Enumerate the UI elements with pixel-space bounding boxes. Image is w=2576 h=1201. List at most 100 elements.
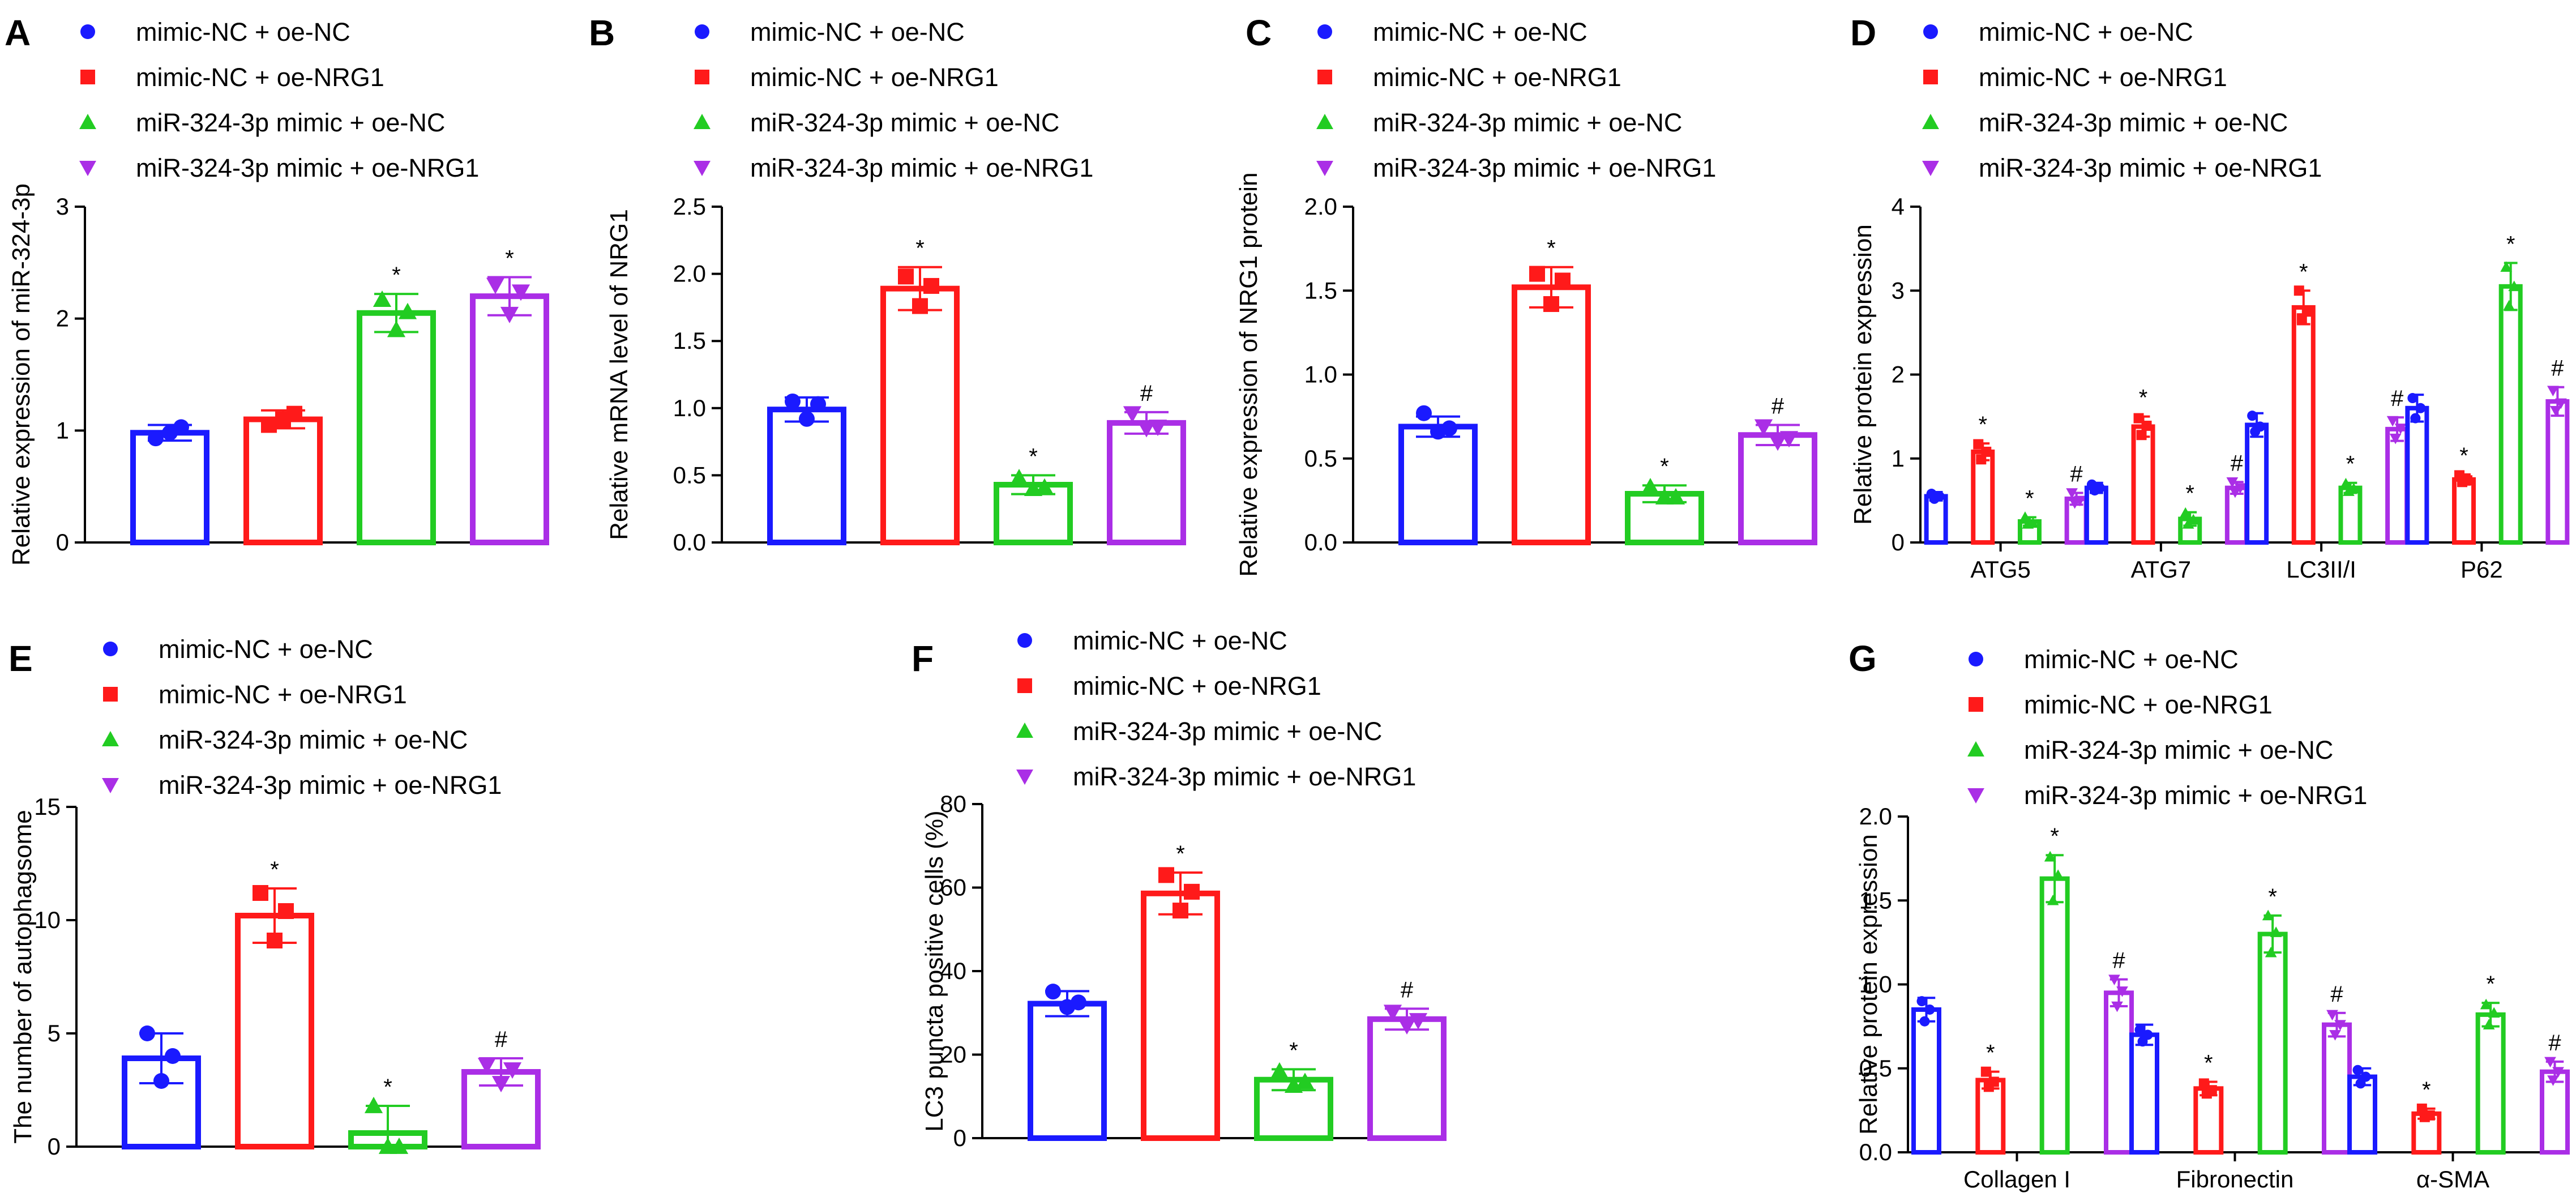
y-tick-label: 1.5 — [1859, 887, 1892, 913]
significance-mark: * — [383, 1075, 392, 1100]
data-point — [2133, 413, 2144, 424]
triangle-down-icon — [1316, 161, 1333, 176]
triangle-up-icon — [1967, 741, 1984, 756]
bar-group: * — [1141, 841, 1220, 1141]
bar-group: * — [1975, 1041, 2006, 1155]
bar — [1398, 424, 1478, 545]
bar — [767, 407, 846, 545]
data-point — [1409, 1013, 1428, 1030]
data-point — [1123, 406, 1142, 423]
triangle-down-icon — [79, 161, 96, 176]
data-point — [2250, 426, 2261, 437]
significance-mark: * — [2139, 386, 2148, 411]
y-tick-label: 1.0 — [673, 395, 706, 421]
data-point — [253, 885, 268, 901]
bar — [2545, 399, 2570, 545]
bar-group: * — [2039, 824, 2070, 1155]
square-icon — [1969, 697, 1983, 712]
y-tick-label: 0 — [953, 1125, 966, 1151]
significance-mark: # — [2548, 1031, 2561, 1055]
data-point — [1983, 1082, 1994, 1092]
significance-mark: * — [915, 236, 925, 261]
data-point — [1916, 996, 1927, 1007]
data-point — [2262, 909, 2274, 921]
bar-group: * — [2193, 1050, 2224, 1155]
data-point — [1929, 493, 1940, 504]
data-point — [2483, 1019, 2495, 1029]
data-point — [1009, 469, 1029, 486]
legend-label: mimic-NC + oe-NRG1 — [1979, 63, 2227, 92]
significance-mark: # — [2231, 451, 2244, 476]
bar-group: # — [2104, 948, 2134, 1155]
bar — [2084, 485, 2108, 545]
data-point — [2089, 485, 2100, 496]
circle-icon — [1017, 633, 1032, 648]
data-point — [2343, 485, 2355, 496]
bar — [2540, 1069, 2570, 1155]
data-point — [2141, 420, 2152, 431]
data-point — [1158, 867, 1174, 883]
y-tick-label: 2.0 — [673, 260, 706, 287]
data-point — [139, 1025, 155, 1041]
legend-label: mimic-NC + oe-NRG1 — [136, 63, 384, 92]
bar-group: # — [2322, 982, 2352, 1155]
y-tick-label: 0.5 — [1304, 445, 1337, 472]
data-point — [2066, 488, 2078, 499]
data-point — [1270, 1062, 1289, 1079]
y-tick-label: 5 — [48, 1020, 61, 1046]
data-point — [1529, 266, 1545, 282]
y-tick-label: 0.5 — [1859, 1055, 1892, 1082]
y-tick-label: 1.5 — [1304, 277, 1337, 304]
significance-mark: * — [1986, 1041, 1995, 1066]
legend-item: miR-324-3p mimic + oe-NRG1 — [1922, 153, 2322, 182]
bar-group: * — [2017, 486, 2042, 545]
legend-label: miR-324-3p mimic + oe-NC — [750, 108, 1059, 137]
bar — [2405, 405, 2429, 545]
square-icon — [1017, 678, 1032, 693]
bar-group — [122, 1025, 201, 1149]
data-point — [486, 277, 505, 294]
data-point — [2022, 518, 2034, 529]
data-point — [1919, 1016, 1930, 1027]
circle-icon — [103, 642, 118, 656]
legend-item: miR-324-3p mimic + oe-NRG1 — [1967, 781, 2367, 810]
data-point — [2052, 869, 2064, 881]
triangle-up-icon — [79, 114, 96, 129]
circle-icon — [1969, 652, 1983, 666]
data-point — [2334, 1020, 2346, 1031]
legend-label: mimic-NC + oe-NRG1 — [2024, 690, 2273, 719]
data-point — [2394, 424, 2407, 434]
bar-group: * — [994, 444, 1073, 546]
data-point — [2503, 300, 2515, 311]
bar-group — [1911, 996, 1941, 1155]
significance-mark: * — [2459, 443, 2468, 468]
bar-group: * — [2411, 1078, 2442, 1155]
square-icon — [1923, 70, 1938, 84]
data-point — [162, 425, 178, 441]
data-point — [2111, 1001, 2123, 1012]
y-axis-title: Relative protein expression — [1855, 834, 1882, 1135]
y-tick-label: 1.0 — [1304, 361, 1337, 388]
data-point — [500, 306, 519, 323]
data-point — [2270, 926, 2282, 937]
legend: mimic-NC + oe-NC mimic-NC + oe-NRG1 miR-32… — [694, 18, 1093, 182]
panel-letter: A — [5, 12, 31, 53]
bar — [2039, 876, 2070, 1155]
data-point — [1976, 454, 1987, 465]
square-icon — [695, 70, 709, 84]
bar — [2245, 422, 2269, 545]
data-point — [2508, 280, 2521, 292]
data-point — [2187, 514, 2200, 525]
legend-label: mimic-NC + oe-NRG1 — [1073, 672, 1321, 700]
significance-mark: # — [1401, 977, 1414, 1002]
bar — [2257, 931, 2288, 1155]
bar-group: * — [2452, 443, 2476, 545]
bar — [243, 416, 323, 545]
x-category-label: α-SMA — [2416, 1166, 2489, 1193]
bar-group: * — [2291, 259, 2316, 545]
data-point — [2226, 477, 2239, 488]
data-point — [785, 393, 801, 409]
bar-group: # — [2064, 462, 2089, 545]
